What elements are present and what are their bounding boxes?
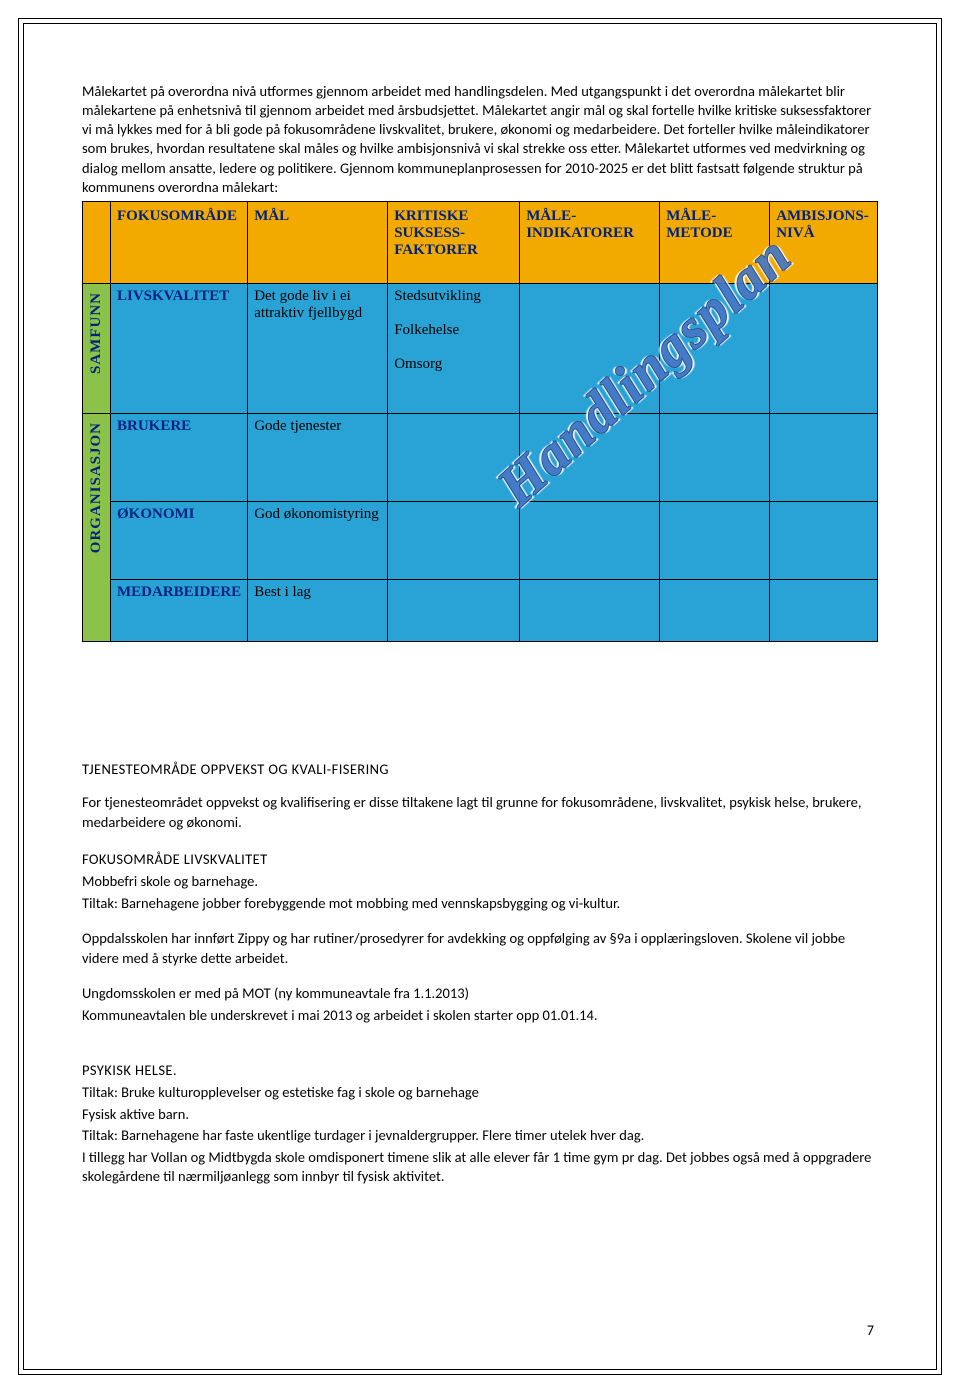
page-frame-inner: Målekartet på overordna nivå utformes gj… bbox=[23, 23, 937, 1370]
cell-maal: Best i lag bbox=[248, 579, 388, 641]
intro-paragraph: Målekartet på overordna nivå utformes gj… bbox=[82, 82, 878, 197]
cell-empty bbox=[520, 501, 660, 579]
sidecat-samfunn: SAMFUNN bbox=[83, 283, 111, 413]
para-mot: Ungdomsskolen er med på MOT (ny kommunea… bbox=[82, 984, 878, 1004]
table-row: MEDARBEIDEREBest i lag bbox=[83, 579, 878, 641]
cell-maal: Gode tjenester bbox=[248, 413, 388, 501]
para-kommuneavtale: Kommuneavtalen ble underskrevet i mai 20… bbox=[82, 1006, 878, 1026]
cell-empty bbox=[770, 413, 878, 501]
header-blank bbox=[83, 201, 111, 283]
para-kultur: Tiltak: Bruke kulturopplevelser og estet… bbox=[82, 1083, 878, 1103]
section-heading-tjenesteomrade: TJENESTEOMRÅDE OPPVEKST OG KVALI-FISERIN… bbox=[82, 760, 878, 780]
table-row: ORGANISASJONBRUKEREGode tjenester bbox=[83, 413, 878, 501]
para-vollan: I tillegg har Vollan og Midtbygda skole … bbox=[82, 1148, 878, 1187]
para-turdager: Tiltak: Barnehagene har faste ukentlige … bbox=[82, 1126, 878, 1146]
section-heading-livskvalitet: FOKUSOMRÅDE LIVSKVALITET bbox=[82, 850, 878, 870]
col-header: FOKUSOMRÅDE bbox=[111, 201, 248, 283]
page-number: 7 bbox=[867, 1322, 874, 1339]
malekart-table: FOKUSOMRÅDEMÅLKRITISKESUKSESS-FAKTORERMÅ… bbox=[82, 201, 878, 642]
cell-maal: God økonomistyring bbox=[248, 501, 388, 579]
table-header-row: FOKUSOMRÅDEMÅLKRITISKESUKSESS-FAKTORERMÅ… bbox=[83, 201, 878, 283]
cell-fokus: BRUKERE bbox=[111, 413, 248, 501]
col-header: MÅLE-METODE bbox=[660, 201, 770, 283]
para-intro2: For tjenesteområdet oppvekst og kvalifis… bbox=[82, 793, 878, 832]
cell-empty bbox=[520, 413, 660, 501]
col-header: MÅLE-INDIKATORER bbox=[520, 201, 660, 283]
para-tiltak-barnehage: Tiltak: Barnehagene jobber forebyggende … bbox=[82, 894, 878, 914]
lower-text-section: TJENESTEOMRÅDE OPPVEKST OG KVALI-FISERIN… bbox=[82, 760, 878, 1187]
cell-empty bbox=[770, 283, 878, 413]
cell-fokus: LIVSKVALITET bbox=[111, 283, 248, 413]
cell-empty bbox=[660, 283, 770, 413]
para-oppdalsskolen: Oppdalsskolen har innført Zippy og har r… bbox=[82, 929, 878, 968]
table-row: ØKONOMIGod økonomistyring bbox=[83, 501, 878, 579]
cell-fokus: ØKONOMI bbox=[111, 501, 248, 579]
cell-empty bbox=[660, 579, 770, 641]
cell-empty bbox=[660, 501, 770, 579]
cell-ksf: StedsutviklingFolkehelseOmsorg bbox=[388, 283, 520, 413]
para-fysisk: Fysisk aktive barn. bbox=[82, 1105, 878, 1125]
section-heading-psykisk: PSYKISK HELSE. bbox=[82, 1061, 878, 1081]
cell-maal: Det gode liv i ei attraktiv fjellbygd bbox=[248, 283, 388, 413]
cell-fokus: MEDARBEIDERE bbox=[111, 579, 248, 641]
col-header: AMBISJONS-NIVÅ bbox=[770, 201, 878, 283]
cell-ksf bbox=[388, 579, 520, 641]
cell-ksf bbox=[388, 413, 520, 501]
col-header: MÅL bbox=[248, 201, 388, 283]
cell-empty bbox=[770, 579, 878, 641]
cell-ksf bbox=[388, 501, 520, 579]
table-row: SAMFUNNLIVSKVALITETDet gode liv i ei att… bbox=[83, 283, 878, 413]
cell-empty bbox=[520, 283, 660, 413]
para-mobbefri: Mobbefri skole og barnehage. bbox=[82, 872, 878, 892]
cell-empty bbox=[770, 501, 878, 579]
cell-empty bbox=[520, 579, 660, 641]
cell-empty bbox=[660, 413, 770, 501]
page-frame-outer: Målekartet på overordna nivå utformes gj… bbox=[18, 18, 942, 1375]
sidecat-organisasjon: ORGANISASJON bbox=[83, 413, 111, 641]
table-wrapper: FOKUSOMRÅDEMÅLKRITISKESUKSESS-FAKTORERMÅ… bbox=[82, 201, 878, 642]
col-header: KRITISKESUKSESS-FAKTORER bbox=[388, 201, 520, 283]
